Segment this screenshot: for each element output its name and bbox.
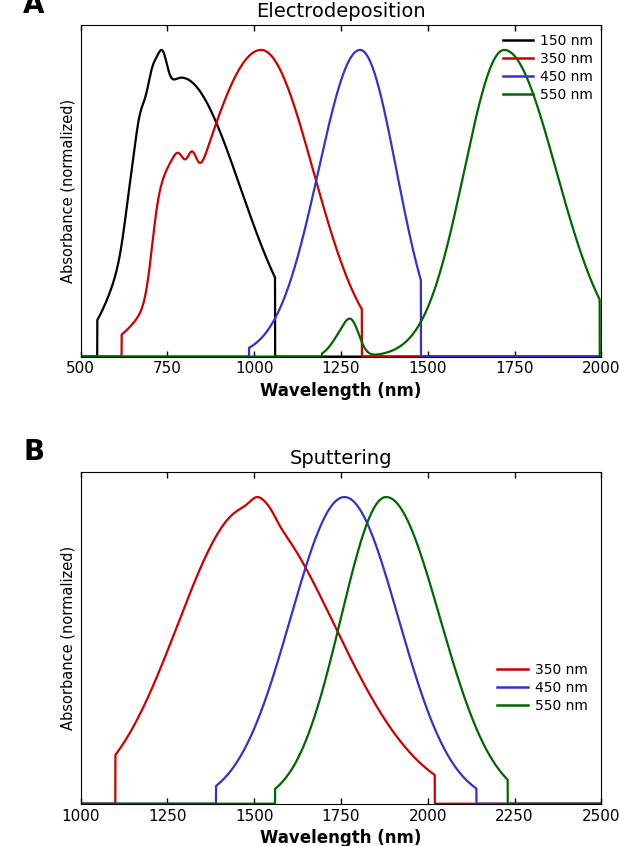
Text: B: B <box>24 438 45 466</box>
Title: Electrodeposition: Electrodeposition <box>256 2 426 21</box>
X-axis label: Wavelength (nm): Wavelength (nm) <box>260 829 422 846</box>
Title: Sputtering: Sputtering <box>290 449 392 468</box>
Y-axis label: Absorbance (normalized): Absorbance (normalized) <box>60 99 75 283</box>
Legend: 350 nm, 450 nm, 550 nm: 350 nm, 450 nm, 550 nm <box>492 657 593 718</box>
X-axis label: Wavelength (nm): Wavelength (nm) <box>260 382 422 400</box>
Y-axis label: Absorbance (normalized): Absorbance (normalized) <box>60 546 75 730</box>
Text: A: A <box>24 0 45 19</box>
Legend: 150 nm, 350 nm, 450 nm, 550 nm: 150 nm, 350 nm, 450 nm, 550 nm <box>497 28 599 107</box>
